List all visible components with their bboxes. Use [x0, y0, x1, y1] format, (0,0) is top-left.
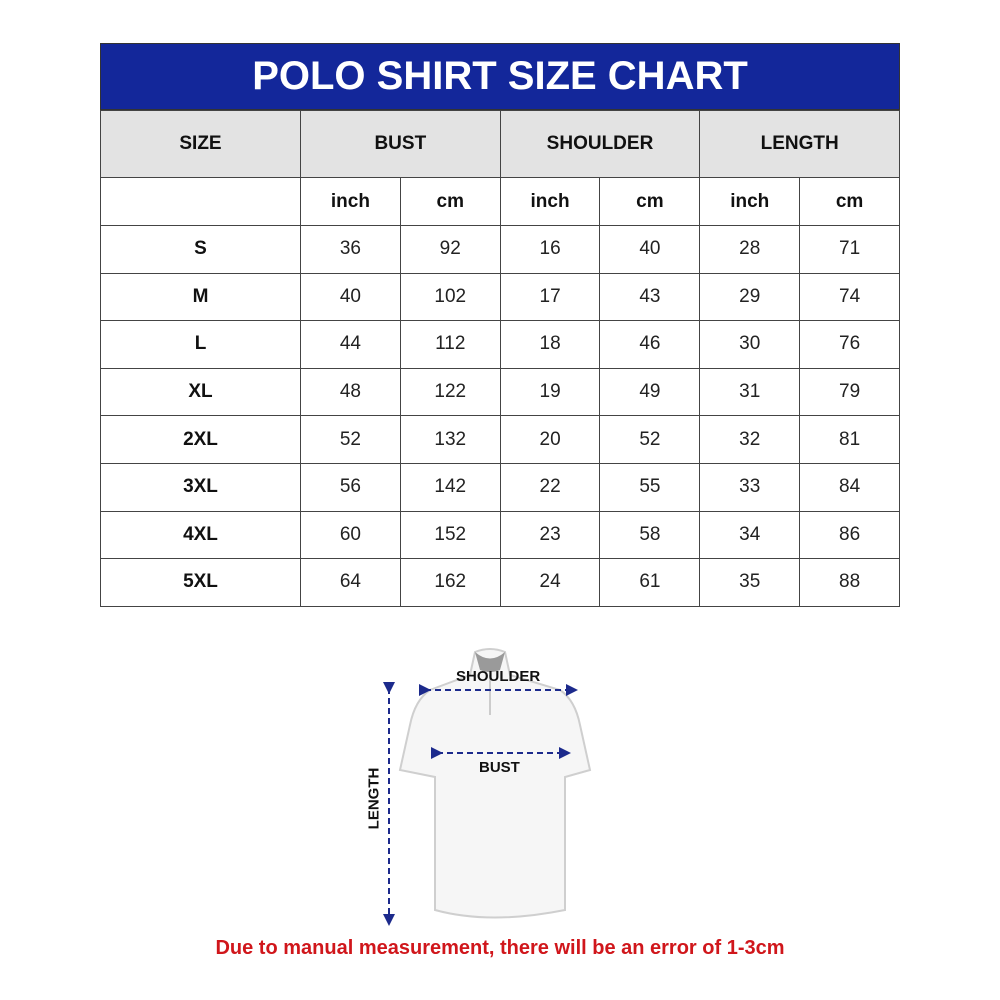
value-cell: 60	[300, 510, 401, 560]
value-cell: 102	[399, 272, 501, 322]
header-size: SIZE	[100, 110, 301, 178]
value-cell: 162	[399, 558, 501, 607]
size-cell: L	[100, 320, 301, 369]
size-cell: 3XL	[100, 462, 301, 512]
value-cell: 55	[599, 462, 701, 512]
value-cell: 43	[599, 272, 701, 322]
shoulder-label: SHOULDER	[456, 668, 541, 685]
value-cell: 30	[699, 320, 801, 369]
size-cell: S	[100, 225, 301, 274]
table-row: 3XL 56 142 22 55 33 84	[100, 462, 900, 512]
value-cell: 58	[599, 510, 701, 560]
value-cell: 22	[499, 462, 601, 512]
unit-cell: cm	[799, 177, 900, 226]
header-row: SIZE BUST SHOULDER LENGTH	[100, 110, 900, 178]
size-table: SIZE BUST SHOULDER LENGTH inch cm inch c…	[100, 110, 900, 607]
value-cell: 132	[399, 415, 501, 464]
value-cell: 34	[699, 510, 801, 560]
value-cell: 48	[300, 367, 401, 417]
value-cell: 40	[599, 225, 701, 274]
value-cell: 76	[799, 320, 900, 369]
value-cell: 52	[599, 415, 701, 464]
value-cell: 112	[399, 320, 501, 369]
table-row: 4XL 60 152 23 58 34 86	[100, 510, 900, 560]
table-row: 2XL 52 132 20 52 32 81	[100, 415, 900, 464]
value-cell: 81	[799, 415, 900, 464]
polo-shirt-illustration	[383, 648, 592, 926]
value-cell: 152	[399, 510, 501, 560]
measurement-note: Due to manual measurement, there will be…	[215, 937, 785, 959]
value-cell: 84	[799, 462, 900, 512]
size-cell: 2XL	[100, 415, 301, 464]
value-cell: 142	[399, 462, 501, 512]
value-cell: 19	[499, 367, 601, 417]
value-cell: 31	[699, 367, 801, 417]
value-cell: 28	[699, 225, 801, 274]
table-row: 5XL 64 162 24 61 35 88	[100, 558, 900, 607]
value-cell: 44	[300, 320, 401, 369]
value-cell: 35	[699, 558, 801, 607]
header-length: LENGTH	[699, 110, 900, 178]
value-cell: 61	[599, 558, 701, 607]
value-cell: 16	[499, 225, 601, 274]
header-bust: BUST	[300, 110, 501, 178]
page-title: POLO SHIRT SIZE CHART	[100, 43, 900, 110]
value-cell: 74	[799, 272, 900, 322]
value-cell: 36	[300, 225, 401, 274]
value-cell: 56	[300, 462, 401, 512]
table-row: L 44 112 18 46 30 76	[100, 320, 900, 369]
table-row: M 40 102 17 43 29 74	[100, 272, 900, 322]
unit-cell: cm	[599, 177, 701, 226]
value-cell: 32	[699, 415, 801, 464]
bust-label: BUST	[479, 759, 520, 776]
value-cell: 71	[799, 225, 900, 274]
value-cell: 17	[499, 272, 601, 322]
value-cell: 88	[799, 558, 900, 607]
value-cell: 122	[399, 367, 501, 417]
value-cell: 79	[799, 367, 900, 417]
shirt-diagram: SHOULDER BUST LENGTH	[360, 640, 620, 930]
value-cell: 23	[499, 510, 601, 560]
value-cell: 92	[399, 225, 501, 274]
value-cell: 40	[300, 272, 401, 322]
value-cell: 24	[499, 558, 601, 607]
unit-cell: cm	[399, 177, 501, 226]
value-cell: 18	[499, 320, 601, 369]
unit-cell: inch	[499, 177, 601, 226]
value-cell: 64	[300, 558, 401, 607]
size-cell: M	[100, 272, 301, 322]
table-row: S 36 92 16 40 28 71	[100, 225, 900, 274]
size-cell: XL	[100, 367, 301, 417]
size-cell: 4XL	[100, 510, 301, 560]
value-cell: 20	[499, 415, 601, 464]
units-row: inch cm inch cm inch cm	[100, 177, 900, 226]
table-row: XL 48 122 19 49 31 79	[100, 367, 900, 417]
value-cell: 49	[599, 367, 701, 417]
value-cell: 86	[799, 510, 900, 560]
value-cell: 29	[699, 272, 801, 322]
unit-blank	[100, 177, 301, 226]
value-cell: 52	[300, 415, 401, 464]
value-cell: 46	[599, 320, 701, 369]
size-cell: 5XL	[100, 558, 301, 607]
length-label: LENGTH	[365, 767, 383, 830]
header-shoulder: SHOULDER	[499, 110, 701, 178]
value-cell: 33	[699, 462, 801, 512]
unit-cell: inch	[699, 177, 801, 226]
unit-cell: inch	[300, 177, 401, 226]
